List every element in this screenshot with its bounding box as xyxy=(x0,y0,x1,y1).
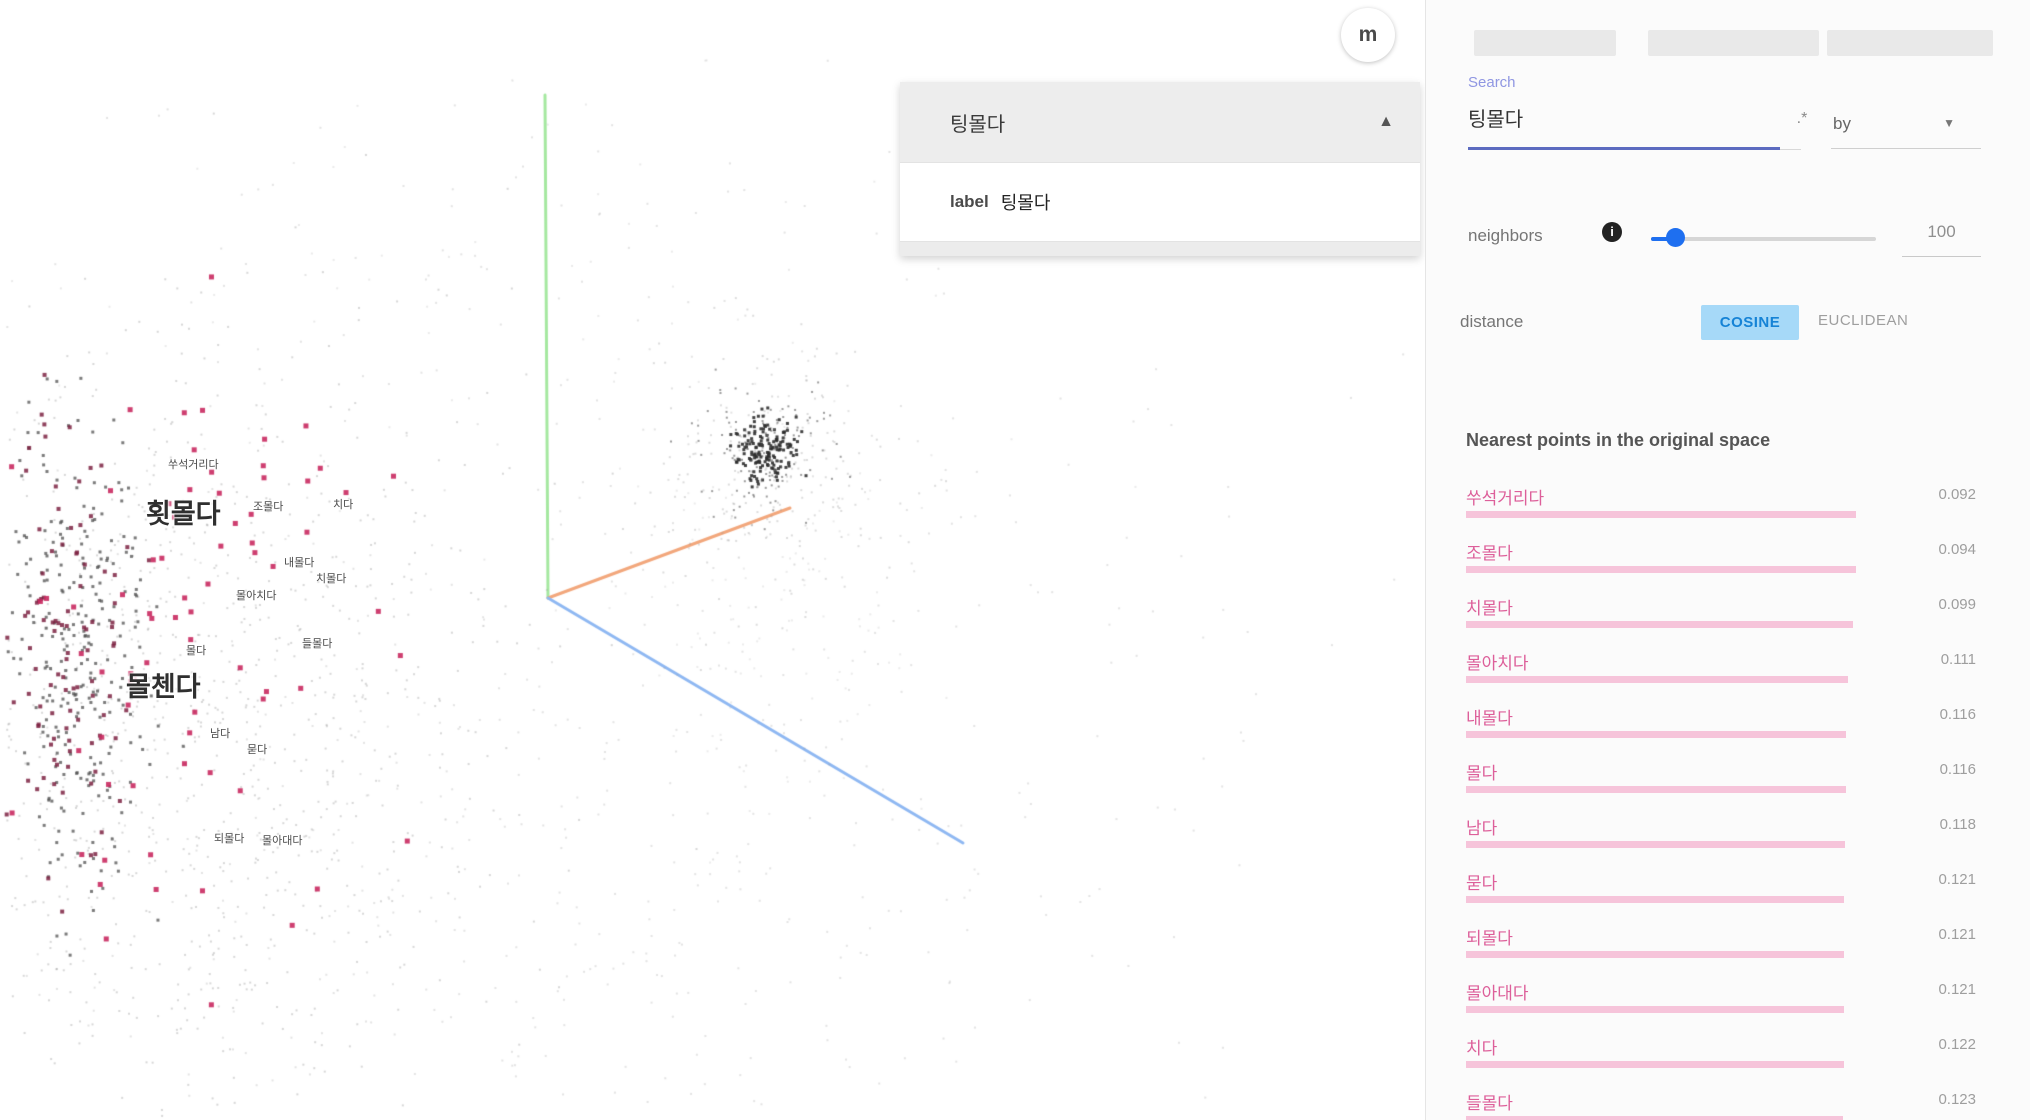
neighbor-distance-bar xyxy=(1466,1061,1844,1068)
suggestion-prefix: label xyxy=(950,192,989,211)
dropdown-footer-strip xyxy=(900,241,1420,256)
toolbar-button-3[interactable] xyxy=(1827,30,1993,56)
neighbor-word[interactable]: 몰아대다 xyxy=(1466,984,1529,1003)
distance-option-cosine[interactable]: COSINE xyxy=(1701,305,1799,340)
info-icon[interactable]: i xyxy=(1602,222,1622,242)
neighbor-distance: 0.099 xyxy=(1938,596,1976,613)
nearest-list: 쑤석거리다 0.092 조몰다 0.094 치몰다 0.099 몰아치다 0.1… xyxy=(1466,478,1986,1120)
nearest-points-title: Nearest points in the original space xyxy=(1466,430,1771,450)
nearest-list-item[interactable]: 치몰다 0.099 xyxy=(1466,588,1986,643)
neighbors-slider-fill xyxy=(1651,237,1675,241)
neighbors-slider-knob[interactable] xyxy=(1666,228,1685,247)
neighbor-distance: 0.116 xyxy=(1939,761,1976,778)
neighbors-value[interactable]: 100 xyxy=(1927,222,1956,241)
neighbor-word[interactable]: 몰아치다 xyxy=(1466,654,1529,673)
neighbor-distance: 0.111 xyxy=(1940,651,1976,668)
neighbor-distance: 0.121 xyxy=(1938,926,1976,943)
search-label: Search xyxy=(1468,74,1516,91)
nearest-list-item[interactable]: 조몰다 0.094 xyxy=(1466,533,1986,588)
suggestion-word: 팅몰다 xyxy=(1000,193,1051,213)
neighbor-word[interactable]: 치다 xyxy=(1466,1039,1498,1058)
neighbor-word[interactable]: 묻다 xyxy=(1466,874,1498,893)
neighbor-word[interactable]: 치몰다 xyxy=(1466,599,1513,618)
neighbor-word[interactable]: 들몰다 xyxy=(1466,1094,1513,1113)
neighbor-distance: 0.123 xyxy=(1938,1091,1976,1108)
neighbor-distance: 0.118 xyxy=(1939,816,1976,833)
nearest-list-item[interactable]: 묻다 0.121 xyxy=(1466,863,1986,918)
search-suggestions-dropdown: 팅몰다 ▲ label 팅몰다 xyxy=(900,82,1420,256)
inspector-panel: Search .* by ▼ neighbors i 100 distance … xyxy=(1425,0,2030,1120)
neighbor-distance-bar xyxy=(1466,841,1845,848)
neighbor-point-label: 쑤석거리다 xyxy=(168,459,219,471)
neighbors-slider-track[interactable] xyxy=(1651,237,1876,241)
nearest-list-item[interactable]: 내몰다 0.116 xyxy=(1466,698,1986,753)
chevron-down-icon: ▼ xyxy=(1943,116,1955,130)
neighbor-distance: 0.092 xyxy=(1938,486,1976,503)
neighbor-word[interactable]: 되몰다 xyxy=(1466,929,1513,948)
neighbor-distance: 0.116 xyxy=(1939,706,1976,723)
neighbor-point-label: 치다 xyxy=(333,499,354,511)
neighbor-point-label: 묻다 xyxy=(247,744,268,756)
distance-label: distance xyxy=(1460,312,1524,331)
dropdown-query-text: 팅몰다 xyxy=(950,113,1006,136)
by-select-value: by xyxy=(1833,114,1851,133)
collapse-caret-icon[interactable]: ▲ xyxy=(1378,113,1394,130)
neighbor-distance-bar xyxy=(1466,896,1844,903)
nearest-list-item[interactable]: 쑤석거리다 0.092 xyxy=(1466,478,1986,533)
neighbor-distance: 0.121 xyxy=(1938,871,1976,888)
dropdown-suggestion-item[interactable]: label 팅몰다 xyxy=(900,162,1420,241)
neighbor-distance-bar xyxy=(1466,511,1856,518)
nearest-list-item[interactable]: 몰아대다 0.121 xyxy=(1466,973,1986,1028)
nearest-list-item[interactable]: 몰아치다 0.111 xyxy=(1466,643,1986,698)
neighbor-point-label: 몰아치다 xyxy=(236,590,277,602)
neighbor-distance-bar xyxy=(1466,566,1856,573)
neighbor-point-label: 몰다 xyxy=(186,645,207,657)
neighbor-distance-bar xyxy=(1466,676,1848,683)
neighbor-word[interactable]: 내몰다 xyxy=(1466,709,1513,728)
nearest-list-item[interactable]: 남다 0.118 xyxy=(1466,808,1986,863)
nearest-list-item[interactable]: 되몰다 0.121 xyxy=(1466,918,1986,973)
neighbors-label: neighbors xyxy=(1468,226,1543,245)
floating-m-button[interactable]: m xyxy=(1341,8,1395,62)
selected-point-label: 몰첸다 xyxy=(126,672,201,702)
neighbors-value-underline xyxy=(1902,256,1981,257)
nearest-list-item[interactable]: 들몰다 0.123 xyxy=(1466,1083,1986,1120)
neighbor-point-label: 되몰다 xyxy=(214,833,245,845)
search-underline-accent xyxy=(1468,147,1780,150)
search-by-select[interactable]: by ▼ xyxy=(1831,108,1981,149)
neighbor-word[interactable]: 조몰다 xyxy=(1466,544,1513,563)
toolbar-button-2[interactable] xyxy=(1648,30,1819,56)
nearest-list-item[interactable]: 몰다 0.116 xyxy=(1466,753,1986,808)
neighbor-point-label: 조몰다 xyxy=(253,501,284,513)
neighbor-distance-bar xyxy=(1466,951,1844,958)
dropdown-header: 팅몰다 ▲ xyxy=(900,82,1420,162)
neighbor-distance-bar xyxy=(1466,1006,1844,1013)
neighbor-distance-bar xyxy=(1466,1116,1843,1120)
neighbor-point-label: 들몰다 xyxy=(302,638,333,650)
neighbor-distance: 0.122 xyxy=(1938,1036,1976,1053)
selected-point-label: 횟몰다 xyxy=(146,499,221,529)
neighbor-distance: 0.094 xyxy=(1938,541,1976,558)
neighbor-point-label: 내몰다 xyxy=(284,557,315,569)
neighbor-point-label: 몰아대다 xyxy=(262,835,303,847)
neighbor-distance: 0.121 xyxy=(1938,981,1976,998)
neighbor-point-label: 남다 xyxy=(210,728,231,740)
search-input[interactable] xyxy=(1468,106,1768,129)
neighbor-word[interactable]: 쑤석거리다 xyxy=(1466,489,1545,508)
neighbor-distance-bar xyxy=(1466,621,1853,628)
neighbor-word[interactable]: 몰다 xyxy=(1466,764,1498,783)
toolbar-button-1[interactable] xyxy=(1474,30,1616,56)
neighbor-word[interactable]: 남다 xyxy=(1466,819,1498,838)
nearest-list-item[interactable]: 치다 0.122 xyxy=(1466,1028,1986,1083)
neighbor-point-label: 치몰다 xyxy=(316,573,347,585)
regex-toggle-icon[interactable]: .* xyxy=(1796,110,1808,127)
neighbor-distance-bar xyxy=(1466,786,1846,793)
distance-option-euclidean[interactable]: EUCLIDEAN xyxy=(1818,312,1909,329)
neighbor-distance-bar xyxy=(1466,731,1846,738)
